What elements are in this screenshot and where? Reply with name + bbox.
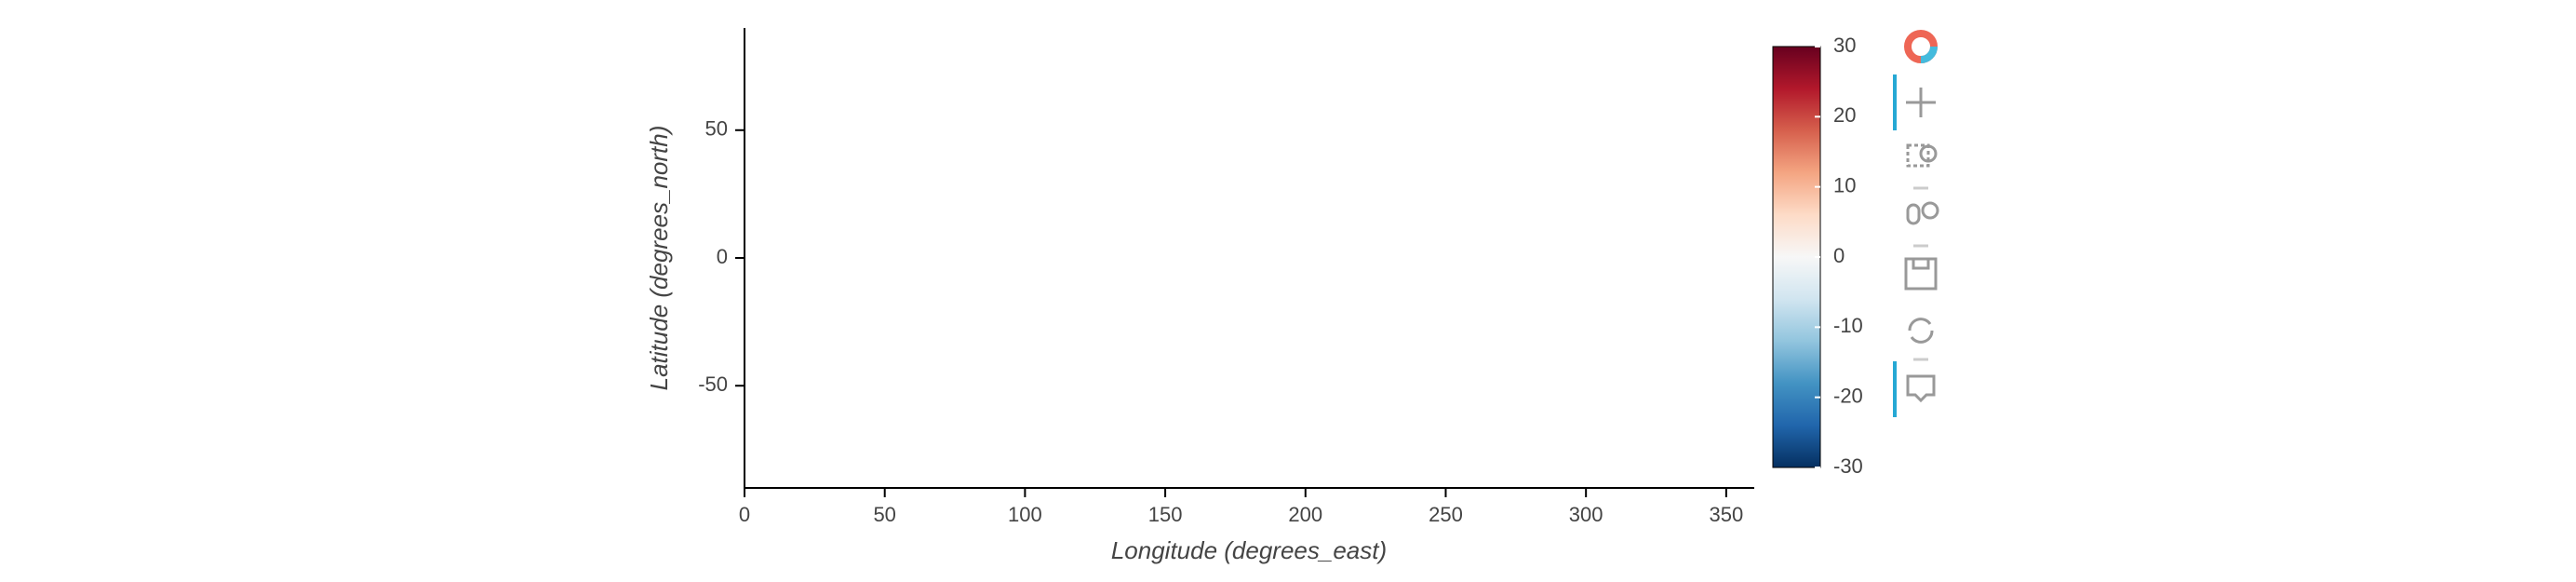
reset-tool[interactable]: [1908, 318, 1934, 344]
save-tool[interactable]: [1904, 257, 1938, 291]
colorbar-tick-label: 20: [1833, 103, 1856, 127]
y-tick-label: 0: [717, 245, 728, 268]
wheel-zoom-tool[interactable]: [1906, 201, 1939, 225]
x-tick-label: 50: [873, 503, 895, 526]
box-zoom-tool[interactable]: [1906, 143, 1938, 168]
pan-tool[interactable]: [1906, 88, 1936, 117]
x-axis-title: Longitude (degrees_east): [1111, 536, 1387, 564]
y-axis-title: Latitude (degrees_north): [645, 126, 673, 391]
x-tick-label: 0: [739, 503, 750, 526]
x-tick-label: 200: [1288, 503, 1322, 526]
colorbar-tick-label: 30: [1833, 34, 1856, 57]
x-tick-label: 250: [1429, 503, 1463, 526]
x-tick-label: 350: [1710, 503, 1744, 526]
colorbar-tick-label: -20: [1833, 384, 1863, 407]
logo: [1904, 30, 1938, 63]
x-tick-label: 300: [1569, 503, 1603, 526]
y-tick-label: 50: [705, 117, 728, 141]
colorbar-tick-label: -10: [1833, 314, 1863, 337]
colorbar-tick-label: 0: [1833, 244, 1845, 267]
colorbar-tick-label: 10: [1833, 173, 1856, 196]
y-tick-label: -50: [698, 372, 728, 396]
colorbar-tick-label: -30: [1833, 454, 1863, 478]
x-tick-label: 100: [1008, 503, 1042, 526]
hover-tool[interactable]: [1906, 374, 1936, 403]
colorbar: [1772, 46, 1821, 468]
x-tick-label: 150: [1148, 503, 1183, 526]
toolbar: [1893, 30, 1939, 417]
